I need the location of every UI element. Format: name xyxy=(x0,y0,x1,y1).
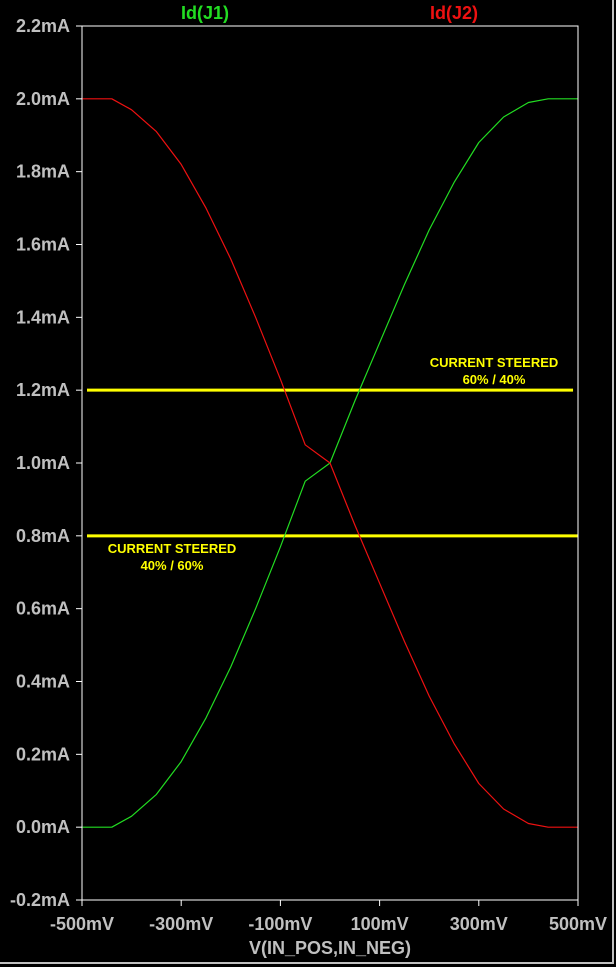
annotation-40-60-line1: CURRENT STEERED xyxy=(108,541,237,556)
x-tick-label: 300mV xyxy=(450,914,508,934)
x-tick-label: 500mV xyxy=(549,914,607,934)
y-tick-label: 0.0mA xyxy=(16,817,70,837)
y-tick-label: 1.0mA xyxy=(16,453,70,473)
y-tick-label: 2.0mA xyxy=(16,89,70,109)
y-tick-label: 1.8mA xyxy=(16,162,70,182)
y-tick-label: 0.8mA xyxy=(16,526,70,546)
y-tick-label: 0.2mA xyxy=(16,744,70,764)
annotation-40-60-line2: 40% / 60% xyxy=(141,558,204,573)
legend-entry-id-j1: Id(J1) xyxy=(181,3,229,23)
x-tick-label: -300mV xyxy=(149,914,213,934)
y-tick-label: 1.4mA xyxy=(16,307,70,327)
y-tick-label: 0.6mA xyxy=(16,599,70,619)
x-axis-label: V(IN_POS,IN_NEG) xyxy=(249,938,411,958)
series-line-id-j2 xyxy=(82,98,578,828)
y-tick-label: 1.2mA xyxy=(16,380,70,400)
annotation-60-40-line1: CURRENT STEERED xyxy=(430,355,559,370)
y-tick-label: 2.2mA xyxy=(16,16,70,36)
x-tick-label: -500mV xyxy=(50,914,114,934)
x-tick-label: 100mV xyxy=(351,914,409,934)
legend-entry-id-j2: Id(J2) xyxy=(430,3,478,23)
y-tick-label: 0.4mA xyxy=(16,672,70,692)
y-tick-label: -0.2mA xyxy=(10,890,70,910)
y-tick-label: 1.6mA xyxy=(16,235,70,255)
annotation-60-40-line2: 60% / 40% xyxy=(463,372,526,387)
x-tick-label: -100mV xyxy=(248,914,312,934)
